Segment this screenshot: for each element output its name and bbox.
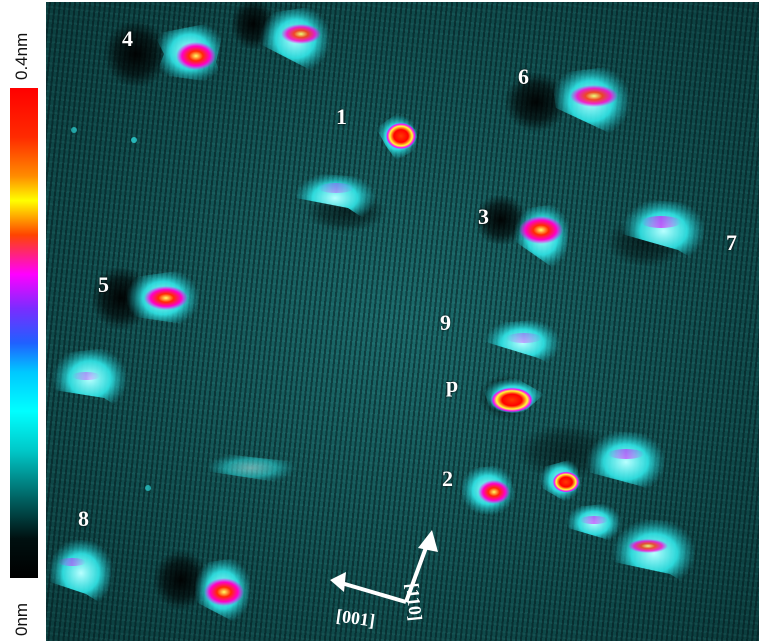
molecule-label-2: 2 <box>442 466 453 491</box>
molecule-label-8: 8 <box>78 506 89 531</box>
stm-scene <box>48 2 706 624</box>
molecule-label-1: 1 <box>336 104 347 129</box>
arrow-001-head <box>330 572 346 592</box>
molecules <box>48 4 706 624</box>
arrow-110-head <box>418 530 438 552</box>
molecule-label-5: 5 <box>98 272 109 297</box>
crystal-axes <box>330 530 438 604</box>
molecule-label-7: 7 <box>726 230 737 255</box>
molecule-label-6: 6 <box>518 64 529 89</box>
molecule-label-4: 4 <box>122 26 133 51</box>
molecule-label-3: 3 <box>478 204 489 229</box>
molecule-label-9: 9 <box>440 310 451 335</box>
height-colorbar <box>10 88 38 578</box>
axis-label-110: [110] <box>402 582 426 622</box>
stm-image: 4 1 6 3 7 5 9 p 2 8 [001] [110] <box>46 2 759 641</box>
colorbar-min-label-wrap: 0nm <box>0 582 46 638</box>
colorbar-min-label: 0nm <box>12 602 31 636</box>
colorbar-max-label: 0.4nm <box>12 32 31 80</box>
colorbar-max-label-wrap: 0.4nm <box>0 4 46 82</box>
molecule-label-p: p <box>446 372 459 397</box>
